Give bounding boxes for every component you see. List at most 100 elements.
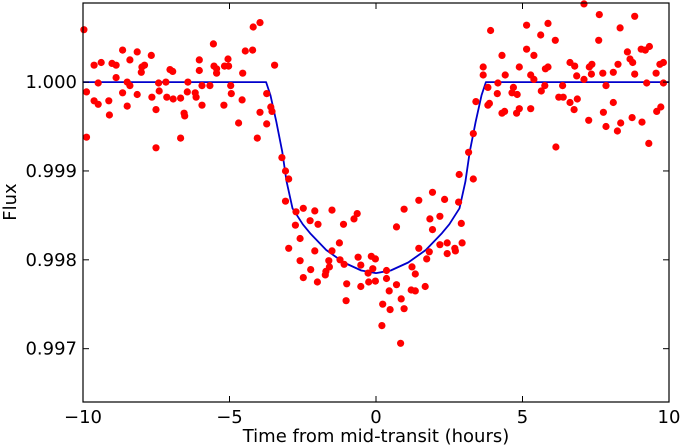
- data-point: [112, 74, 120, 82]
- data-point: [343, 280, 351, 288]
- data-point: [588, 60, 596, 68]
- data-point: [123, 102, 131, 110]
- data-points-layer: [80, 0, 668, 347]
- data-point: [616, 24, 624, 32]
- data-point: [140, 61, 149, 69]
- data-point: [82, 88, 91, 96]
- data-point: [441, 195, 449, 203]
- data-point: [148, 93, 156, 101]
- data-point: [513, 90, 521, 99]
- y-axis-label: Flux: [0, 183, 21, 221]
- data-point: [537, 87, 545, 95]
- data-point: [455, 170, 463, 179]
- data-point: [392, 223, 401, 231]
- data-point: [209, 40, 217, 48]
- data-point: [573, 72, 581, 80]
- data-point: [494, 79, 502, 87]
- data-point: [629, 58, 637, 67]
- data-point: [566, 98, 574, 107]
- data-point: [325, 263, 333, 271]
- data-point: [479, 71, 487, 79]
- data-point: [126, 82, 134, 90]
- data-point: [428, 188, 437, 196]
- data-point: [296, 257, 304, 265]
- data-point: [541, 82, 549, 90]
- y-tick-label: 0.998: [25, 250, 77, 271]
- x-tick-label: 10: [658, 407, 681, 428]
- data-point: [378, 322, 386, 330]
- data-point: [112, 61, 120, 69]
- data-point: [408, 263, 416, 271]
- data-point: [527, 105, 535, 113]
- data-point: [339, 220, 348, 228]
- data-point: [299, 204, 307, 212]
- data-point: [353, 210, 361, 218]
- data-point: [306, 217, 314, 225]
- data-point: [659, 58, 668, 67]
- data-point: [192, 93, 200, 101]
- x-axis-label: Time from mid-transit (hours): [242, 426, 510, 447]
- data-point: [195, 66, 203, 75]
- data-point: [509, 83, 517, 91]
- data-point: [227, 82, 235, 90]
- data-point: [599, 108, 608, 116]
- data-point: [613, 127, 622, 135]
- data-point: [271, 61, 279, 69]
- ticks-layer: −10 −5 0 5 10 1.000 0.999 0.998 0.997: [25, 3, 680, 428]
- data-point: [455, 198, 463, 206]
- data-point: [493, 90, 501, 98]
- data-point: [587, 70, 596, 78]
- data-point: [328, 247, 336, 255]
- data-point: [177, 134, 185, 142]
- data-point: [335, 239, 343, 247]
- x-tick-label: 5: [517, 407, 528, 428]
- data-point: [515, 105, 523, 113]
- data-point: [628, 114, 636, 122]
- data-point: [364, 269, 372, 277]
- data-point: [609, 68, 617, 76]
- data-point: [357, 282, 365, 291]
- data-point: [659, 79, 668, 87]
- data-point: [638, 118, 646, 126]
- data-point: [580, 0, 588, 8]
- data-point: [595, 11, 603, 19]
- data-point: [296, 234, 304, 243]
- data-point: [515, 63, 523, 71]
- data-point: [544, 63, 552, 71]
- data-point: [328, 206, 336, 214]
- data-point: [163, 93, 171, 101]
- data-point: [152, 144, 160, 152]
- data-point: [184, 78, 192, 86]
- data-point: [382, 274, 391, 283]
- data-point: [436, 241, 444, 249]
- data-point: [472, 98, 480, 106]
- data-point: [623, 48, 632, 56]
- data-point: [443, 250, 451, 258]
- data-point: [314, 220, 322, 228]
- data-point: [544, 19, 552, 27]
- data-point: [307, 266, 315, 274]
- x-tick-label: −5: [216, 407, 243, 428]
- data-point: [382, 266, 391, 275]
- x-tick-label: −10: [64, 407, 102, 428]
- data-point: [415, 196, 423, 204]
- data-point: [137, 68, 145, 76]
- data-point: [631, 12, 639, 20]
- data-point: [249, 46, 257, 54]
- plot-background: [83, 3, 669, 402]
- data-point: [371, 255, 379, 263]
- data-point: [281, 197, 290, 205]
- data-point: [278, 154, 286, 162]
- y-tick-label: 1.000: [25, 72, 77, 93]
- data-point: [354, 253, 362, 261]
- data-point: [291, 221, 299, 229]
- data-point: [559, 82, 567, 90]
- data-point: [225, 62, 233, 70]
- data-point: [580, 75, 588, 83]
- data-point: [169, 95, 177, 103]
- data-point: [82, 133, 91, 141]
- y-tick-label: 0.999: [25, 161, 77, 182]
- data-point: [609, 98, 617, 107]
- data-point: [162, 78, 170, 86]
